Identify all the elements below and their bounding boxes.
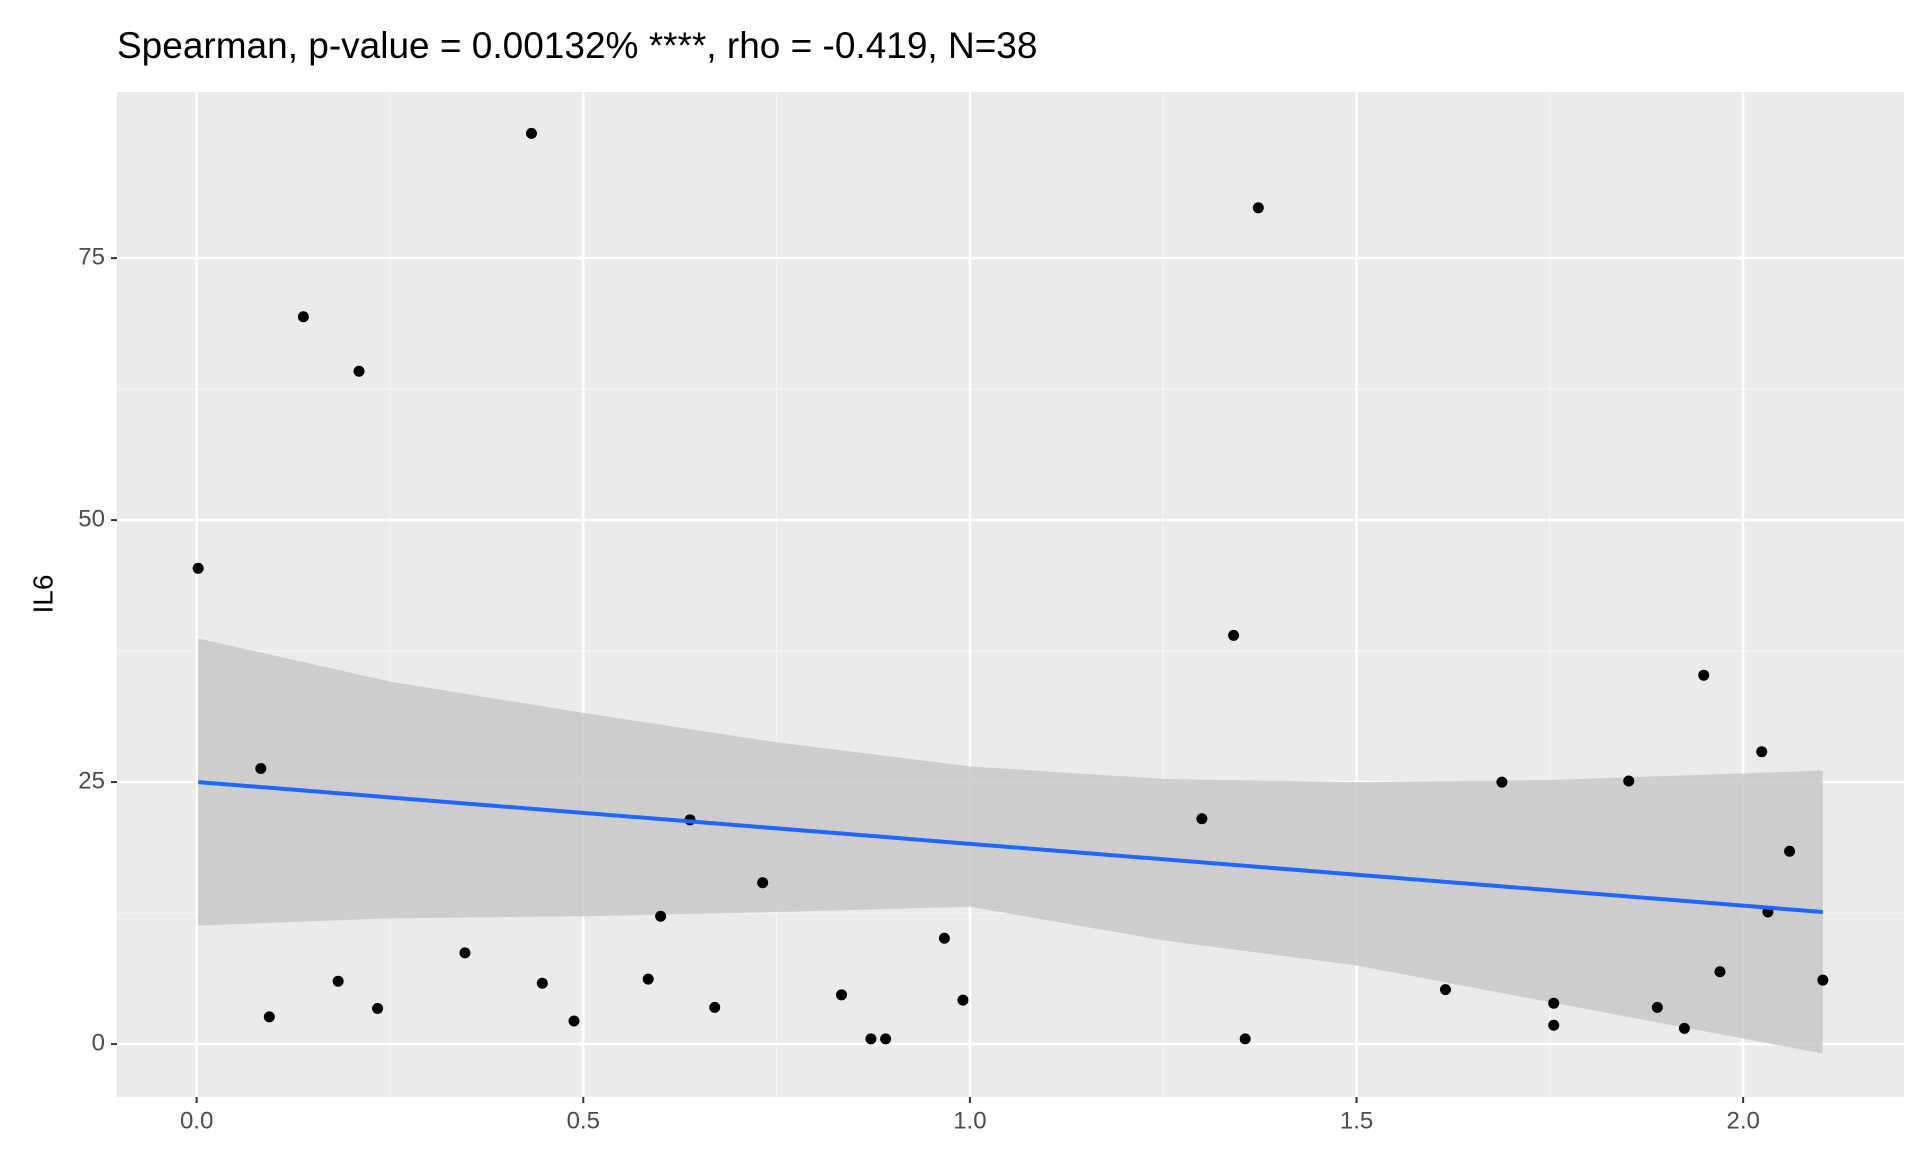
point [1678, 1022, 1690, 1034]
point [192, 562, 204, 574]
point [1817, 974, 1829, 986]
point [655, 910, 667, 922]
y-axis-label: IL6 [27, 575, 58, 614]
point [1651, 1001, 1663, 1013]
y-tick-label: 50 [78, 505, 105, 532]
point [263, 1011, 275, 1023]
point [1548, 1019, 1560, 1031]
point [459, 947, 471, 959]
point [836, 989, 848, 1001]
point [642, 973, 654, 985]
y-tick-label: 0 [92, 1029, 105, 1056]
point [1239, 1033, 1251, 1045]
x-tick-label: 1.5 [1340, 1107, 1373, 1134]
point [353, 365, 365, 377]
y-tick-label: 75 [78, 243, 105, 270]
point [1548, 997, 1560, 1009]
point [709, 1001, 721, 1013]
point [1196, 813, 1208, 825]
point [1496, 776, 1508, 788]
x-tick-label: 0.5 [567, 1107, 600, 1134]
point [1714, 966, 1726, 978]
point [757, 877, 769, 889]
point [255, 762, 267, 774]
point [938, 932, 950, 944]
point [865, 1033, 877, 1045]
point [880, 1033, 892, 1045]
point [1756, 746, 1768, 758]
point [568, 1015, 580, 1027]
point [1252, 202, 1264, 214]
x-tick-label: 1.0 [953, 1107, 986, 1134]
point [1228, 629, 1240, 641]
point [957, 994, 969, 1006]
y-tick-label: 25 [78, 767, 105, 794]
x-tick-label: 0.0 [180, 1107, 213, 1134]
point [525, 127, 537, 139]
point [332, 975, 344, 987]
point [1698, 669, 1710, 681]
point [1623, 775, 1635, 787]
regression-line [198, 780, 1823, 915]
point [536, 977, 548, 989]
point [1439, 984, 1451, 996]
point [297, 311, 309, 323]
point [372, 1002, 384, 1014]
chart-title: Spearman, p-value = 0.00132% ****, rho =… [117, 25, 1037, 66]
point [1784, 845, 1796, 857]
x-tick-label: 2.0 [1726, 1107, 1759, 1134]
